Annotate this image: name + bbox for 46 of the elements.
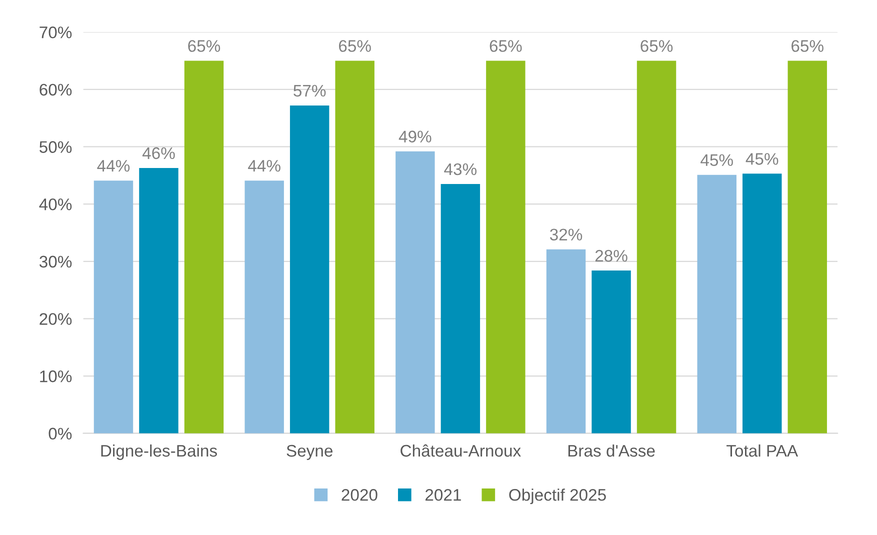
data-label: 44% — [97, 160, 130, 172]
bar — [94, 180, 134, 434]
legend-label: Objectif 2025 — [509, 488, 606, 504]
data-label: 32% — [550, 228, 582, 240]
bar — [486, 60, 526, 434]
x-tick-label: Digne-les-Bains — [101, 444, 217, 460]
y-tick-label: 30% — [39, 256, 72, 268]
bar — [184, 60, 224, 434]
x-tick-label: Château-Arnoux — [400, 444, 521, 457]
bar — [742, 174, 782, 434]
x-tick-label: Total PAA — [726, 444, 798, 457]
legend-label: 2021 — [425, 489, 461, 501]
data-label: 28% — [595, 250, 628, 262]
y-tick-label: 60% — [40, 84, 72, 96]
bar — [697, 174, 736, 434]
legend-label: 2020 — [342, 489, 378, 501]
bar — [788, 60, 827, 434]
bar — [335, 60, 374, 434]
data-label: 57% — [294, 84, 326, 97]
data-label: 65% — [339, 40, 371, 52]
data-label: 49% — [398, 130, 432, 142]
y-tick-label: 40% — [39, 198, 72, 210]
data-label: 45% — [700, 154, 733, 166]
bar — [592, 270, 631, 434]
y-tick-label: 20% — [40, 313, 72, 325]
data-label: 65% — [188, 40, 220, 52]
y-tick-label: 0% — [48, 428, 72, 440]
data-label: 43% — [444, 163, 477, 176]
bar — [290, 105, 330, 434]
data-label: 44% — [248, 160, 280, 172]
data-label: 46% — [142, 147, 175, 160]
y-tick-label: 70% — [40, 26, 72, 38]
data-label: 65% — [640, 40, 673, 52]
bar — [139, 168, 178, 434]
bar — [396, 151, 435, 434]
y-tick-label: 50% — [40, 141, 72, 153]
x-tick-label: Bras d'Asse — [568, 444, 655, 457]
data-label: 65% — [490, 40, 522, 52]
data-label: 45% — [746, 153, 778, 165]
bar — [244, 180, 284, 434]
y-tick-label: 10% — [40, 370, 72, 382]
data-label: 65% — [792, 40, 824, 52]
x-tick-label: Seyne — [286, 444, 332, 460]
bar — [636, 60, 676, 434]
bar — [440, 184, 480, 434]
bar — [546, 249, 586, 434]
